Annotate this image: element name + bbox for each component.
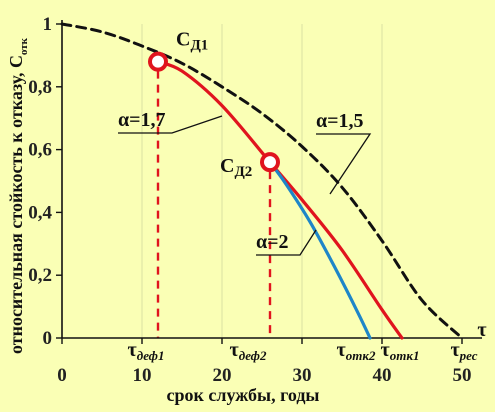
series-alpha-1-7 <box>156 60 404 340</box>
y-tick-label: 0,6 <box>28 140 52 161</box>
defect-point-marker <box>260 152 280 173</box>
y-tick-label: 0,4 <box>28 202 52 223</box>
series-label-leader <box>118 115 223 134</box>
y-axis-title-sub: отк <box>18 37 30 55</box>
defect-point-marker <box>148 51 168 72</box>
tau-marker-label-sub: отк2 <box>346 348 376 363</box>
y-axis-title: относительная стойкость к отказу, Сотк <box>6 37 30 354</box>
defect-point-label: СД1 <box>176 29 208 54</box>
y-tick-label: 1 <box>43 14 53 35</box>
x-tick-label: 0 <box>57 365 67 386</box>
defect-point-label-main: С <box>176 29 190 51</box>
y-tick-label: 0,2 <box>28 265 52 286</box>
y-tick-label: 0 <box>43 328 53 349</box>
series-alpha-1-5 <box>60 22 464 340</box>
tau-marker-label-main: τ <box>128 339 137 361</box>
defect-point-label-sub: Д2 <box>234 164 252 180</box>
tau-marker-label-main: τ <box>450 339 459 361</box>
x-tick-label: 30 <box>293 365 312 386</box>
series-label-leader <box>256 229 317 256</box>
y-tick-label: 0,8 <box>28 77 52 98</box>
x-tick-label: 50 <box>453 365 472 386</box>
tau-marker-label-sub: деф2 <box>239 348 267 363</box>
tau-marker-label: τотк2 <box>337 339 376 363</box>
tau-marker-label-sub: деф1 <box>137 348 165 363</box>
tau-marker-label: τдеф2 <box>230 339 267 363</box>
series-alpha-2 <box>268 160 372 340</box>
series-label-leader <box>316 133 372 195</box>
series-label-alpha-2: α=2 <box>256 231 289 253</box>
defect-point-label-sub: Д1 <box>190 38 208 54</box>
x-axis-end-label: τ <box>477 319 486 341</box>
tau-marker-label-sub: рес <box>459 348 478 363</box>
tau-marker-label: τдеф1 <box>128 339 165 363</box>
tau-marker-label: τотк1 <box>381 339 420 363</box>
defect-point-label-main: С <box>220 155 234 177</box>
series-label-alpha-1-5: α=1,5 <box>316 110 364 132</box>
tau-marker-label-main: τ <box>230 339 239 361</box>
tau-marker-label-sub: отк1 <box>390 348 420 363</box>
defect-point-label: СД2 <box>220 155 252 180</box>
x-tick-label: 20 <box>213 365 232 386</box>
x-tick-label: 10 <box>133 365 152 386</box>
tau-marker-label: τрес <box>450 339 477 363</box>
tau-marker-label-main: τ <box>337 339 346 361</box>
y-axis-title-main: относительная стойкость к отказу, С <box>6 55 26 354</box>
tau-marker-label-main: τ <box>381 339 390 361</box>
x-axis-title: срок службы, годы <box>167 385 320 405</box>
x-tick-label: 40 <box>373 365 392 386</box>
series-label-alpha-1-7: α=1,7 <box>118 109 166 131</box>
